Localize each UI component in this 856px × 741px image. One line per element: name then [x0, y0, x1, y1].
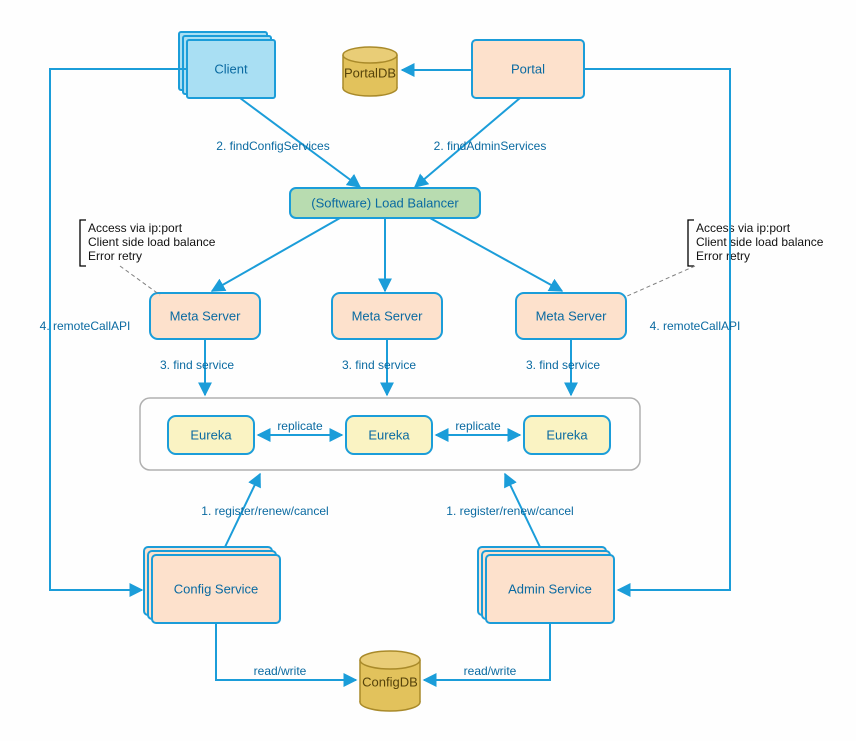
config-service-node: Config Service — [144, 547, 280, 623]
client-node: Client — [179, 32, 275, 98]
portaldb-node: PortalDB — [343, 47, 397, 96]
loadbalancer-label: (Software) Load Balancer — [311, 195, 459, 210]
edge-admin-reg-label: 1. register/renew/cancel — [446, 504, 573, 518]
edge-config-reg-label: 1. register/renew/cancel — [201, 504, 328, 518]
loadbalancer-node: (Software) Load Balancer — [290, 188, 480, 218]
portal-label: Portal — [511, 61, 545, 76]
meta3-label: Meta Server — [536, 308, 607, 323]
eureka-2: Eureka — [346, 416, 432, 454]
client-label: Client — [214, 61, 248, 76]
meta1-label: Meta Server — [170, 308, 241, 323]
note-left-line3: Error retry — [88, 249, 142, 263]
eureka1-label: Eureka — [190, 427, 232, 442]
edge-remotecall-right-label: 4. remoteCallAPI — [650, 319, 741, 333]
eureka-3: Eureka — [524, 416, 610, 454]
note-left: Access via ip:port Client side load bala… — [80, 220, 216, 266]
admin-service-label: Admin Service — [508, 581, 592, 596]
note-right-line1: Access via ip:port — [696, 221, 791, 235]
edge-repl12-label: replicate — [277, 419, 323, 433]
edge-lb-meta1 — [212, 218, 340, 291]
eureka-1: Eureka — [168, 416, 254, 454]
edge-portal-lb-label: 2. findAdminServices — [434, 139, 547, 153]
note-left-connector — [120, 266, 160, 295]
note-right-line3: Error retry — [696, 249, 750, 263]
edge-client-lb-label: 2. findConfigServices — [216, 139, 329, 153]
meta2-label: Meta Server — [352, 308, 423, 323]
meta-server-1: Meta Server — [150, 293, 260, 339]
edge-meta3-label: 3. find service — [526, 358, 600, 372]
note-right: Access via ip:port Client side load bala… — [688, 220, 824, 266]
edge-admin-db-label: read/write — [464, 664, 517, 678]
note-left-line2: Client side load balance — [88, 235, 216, 249]
edge-remotecall-left-label: 4. remoteCallAPI — [40, 319, 131, 333]
edge-meta1-label: 3. find service — [160, 358, 234, 372]
edge-repl23-label: replicate — [455, 419, 501, 433]
portal-node: Portal — [472, 40, 584, 98]
edge-config-db-label: read/write — [254, 664, 307, 678]
edge-lb-meta3 — [430, 218, 562, 291]
config-service-label: Config Service — [174, 581, 259, 596]
configdb-node: ConfigDB — [360, 651, 420, 711]
eureka2-label: Eureka — [368, 427, 410, 442]
admin-service-node: Admin Service — [478, 547, 614, 623]
edge-meta2-label: 3. find service — [342, 358, 416, 372]
architecture-diagram: PortalDB ConfigDB Client Portal (Softwar… — [0, 0, 856, 741]
note-left-line1: Access via ip:port — [88, 221, 183, 235]
meta-server-3: Meta Server — [516, 293, 626, 339]
portaldb-label: PortalDB — [344, 65, 396, 80]
note-right-line2: Client side load balance — [696, 235, 824, 249]
configdb-label: ConfigDB — [362, 674, 418, 689]
meta-server-2: Meta Server — [332, 293, 442, 339]
note-right-connector — [625, 266, 695, 297]
eureka3-label: Eureka — [546, 427, 588, 442]
